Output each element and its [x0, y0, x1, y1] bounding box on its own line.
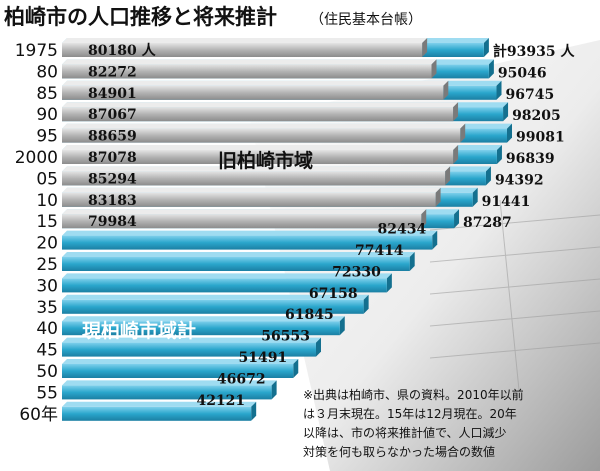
source-note: ※出典は柏崎市、県の資料。2010年以前 は３月末現在。15年は12月現在。20…: [303, 387, 524, 459]
total-value-label: 61845: [285, 307, 334, 323]
year-label: 45: [36, 341, 58, 361]
total-value-label: 87287: [463, 215, 512, 231]
total-value-label: 99081: [516, 130, 565, 146]
total-bar: [62, 273, 392, 293]
year-label: 15: [36, 212, 58, 232]
chart-subtitle: （住民基本台帳）: [310, 11, 422, 28]
total-bar: [62, 230, 438, 250]
year-label: 60年: [19, 405, 58, 425]
total-value-label: 72330: [332, 264, 381, 280]
old-area-value-label: 82272: [88, 64, 137, 80]
year-label: 40: [36, 319, 58, 339]
total-value-label: 96745: [506, 87, 555, 103]
old-area-value-labels: 80180 人 82272 84901 87067 88659 87078 85294 831…: [88, 42, 157, 230]
total-value-label: 51491: [239, 350, 288, 366]
chart-title: 柏崎市の人口推移と将来推計: [4, 5, 277, 29]
old-area-bar: [62, 80, 449, 100]
legend-old-area: 旧柏崎市域: [218, 149, 313, 172]
total-bar: [62, 337, 321, 357]
year-label: 50: [36, 362, 58, 382]
year-labels: 1975808590952000051015202530354045505560…: [15, 41, 58, 425]
total-bar: [62, 380, 277, 400]
year-label: 55: [36, 383, 58, 403]
year-label: 95: [36, 127, 58, 147]
total-bar: [62, 359, 299, 378]
note-line-4: 対策を何も取らなかった場合の数値: [303, 444, 495, 459]
old-area-bar: [62, 145, 459, 164]
total-value-label: 95046: [498, 65, 547, 81]
total-bar: [62, 401, 257, 421]
old-area-bar: [62, 102, 459, 122]
old-area-bar: [62, 59, 437, 79]
year-label: 20: [36, 234, 58, 254]
total-value-label: 42121: [196, 393, 245, 409]
year-label: 2000: [15, 148, 58, 168]
note-line-3: 以降は、市の将来推計値で、人口減少: [303, 425, 507, 440]
total-bar: [62, 294, 369, 314]
old-area-value-label: 79984: [88, 214, 137, 230]
total-value-label: 77414: [355, 243, 404, 259]
total-value-label: 96839: [506, 151, 555, 167]
year-label: 1975: [15, 41, 58, 61]
total-value-label: 98205: [512, 108, 561, 124]
old-area-value-label: 80180 人: [88, 42, 157, 59]
old-area-bar: [62, 123, 466, 143]
old-area-bar: [62, 38, 428, 57]
old-area-bar: [62, 166, 451, 186]
old-area-value-label: 83183: [88, 193, 137, 209]
old-area-bar: [62, 209, 427, 229]
total-value-label: 94392: [495, 172, 544, 188]
old-area-value-label: 84901: [88, 86, 137, 102]
total-value-label: 91441: [482, 194, 531, 210]
total-bar: [62, 252, 415, 271]
year-label: 05: [36, 169, 58, 189]
total-value-label: 計93935 人: [493, 43, 576, 60]
total-bar: [62, 316, 345, 336]
note-line-2: は３月末現在。15年は12月現在。20年: [303, 407, 517, 421]
total-value-label: 56553: [261, 329, 310, 345]
total-value-label: 67158: [309, 286, 358, 302]
note-line-1: ※出典は柏崎市、県の資料。2010年以前: [303, 387, 524, 402]
legend-total: 現柏崎市域計: [82, 319, 196, 342]
total-value-label: 46672: [217, 371, 266, 387]
year-label: 30: [36, 276, 58, 296]
old-area-value-label: 87067: [88, 107, 137, 123]
total-value-labels: 計93935 人 95046 96745 98205 99081 96839 94392 91…: [196, 43, 575, 409]
year-label: 85: [36, 84, 58, 104]
old-area-value-label: 87078: [88, 150, 137, 166]
old-area-bar: [62, 187, 441, 207]
year-label: 35: [36, 298, 58, 318]
old-area-value-label: 85294: [88, 171, 137, 187]
year-label: 10: [36, 191, 58, 211]
year-label: 90: [36, 105, 58, 125]
old-area-value-label: 88659: [88, 129, 137, 145]
old-area-bars: [62, 38, 466, 229]
total-value-label: 82434: [378, 222, 427, 238]
year-label: 25: [36, 255, 58, 275]
year-label: 80: [36, 62, 58, 82]
